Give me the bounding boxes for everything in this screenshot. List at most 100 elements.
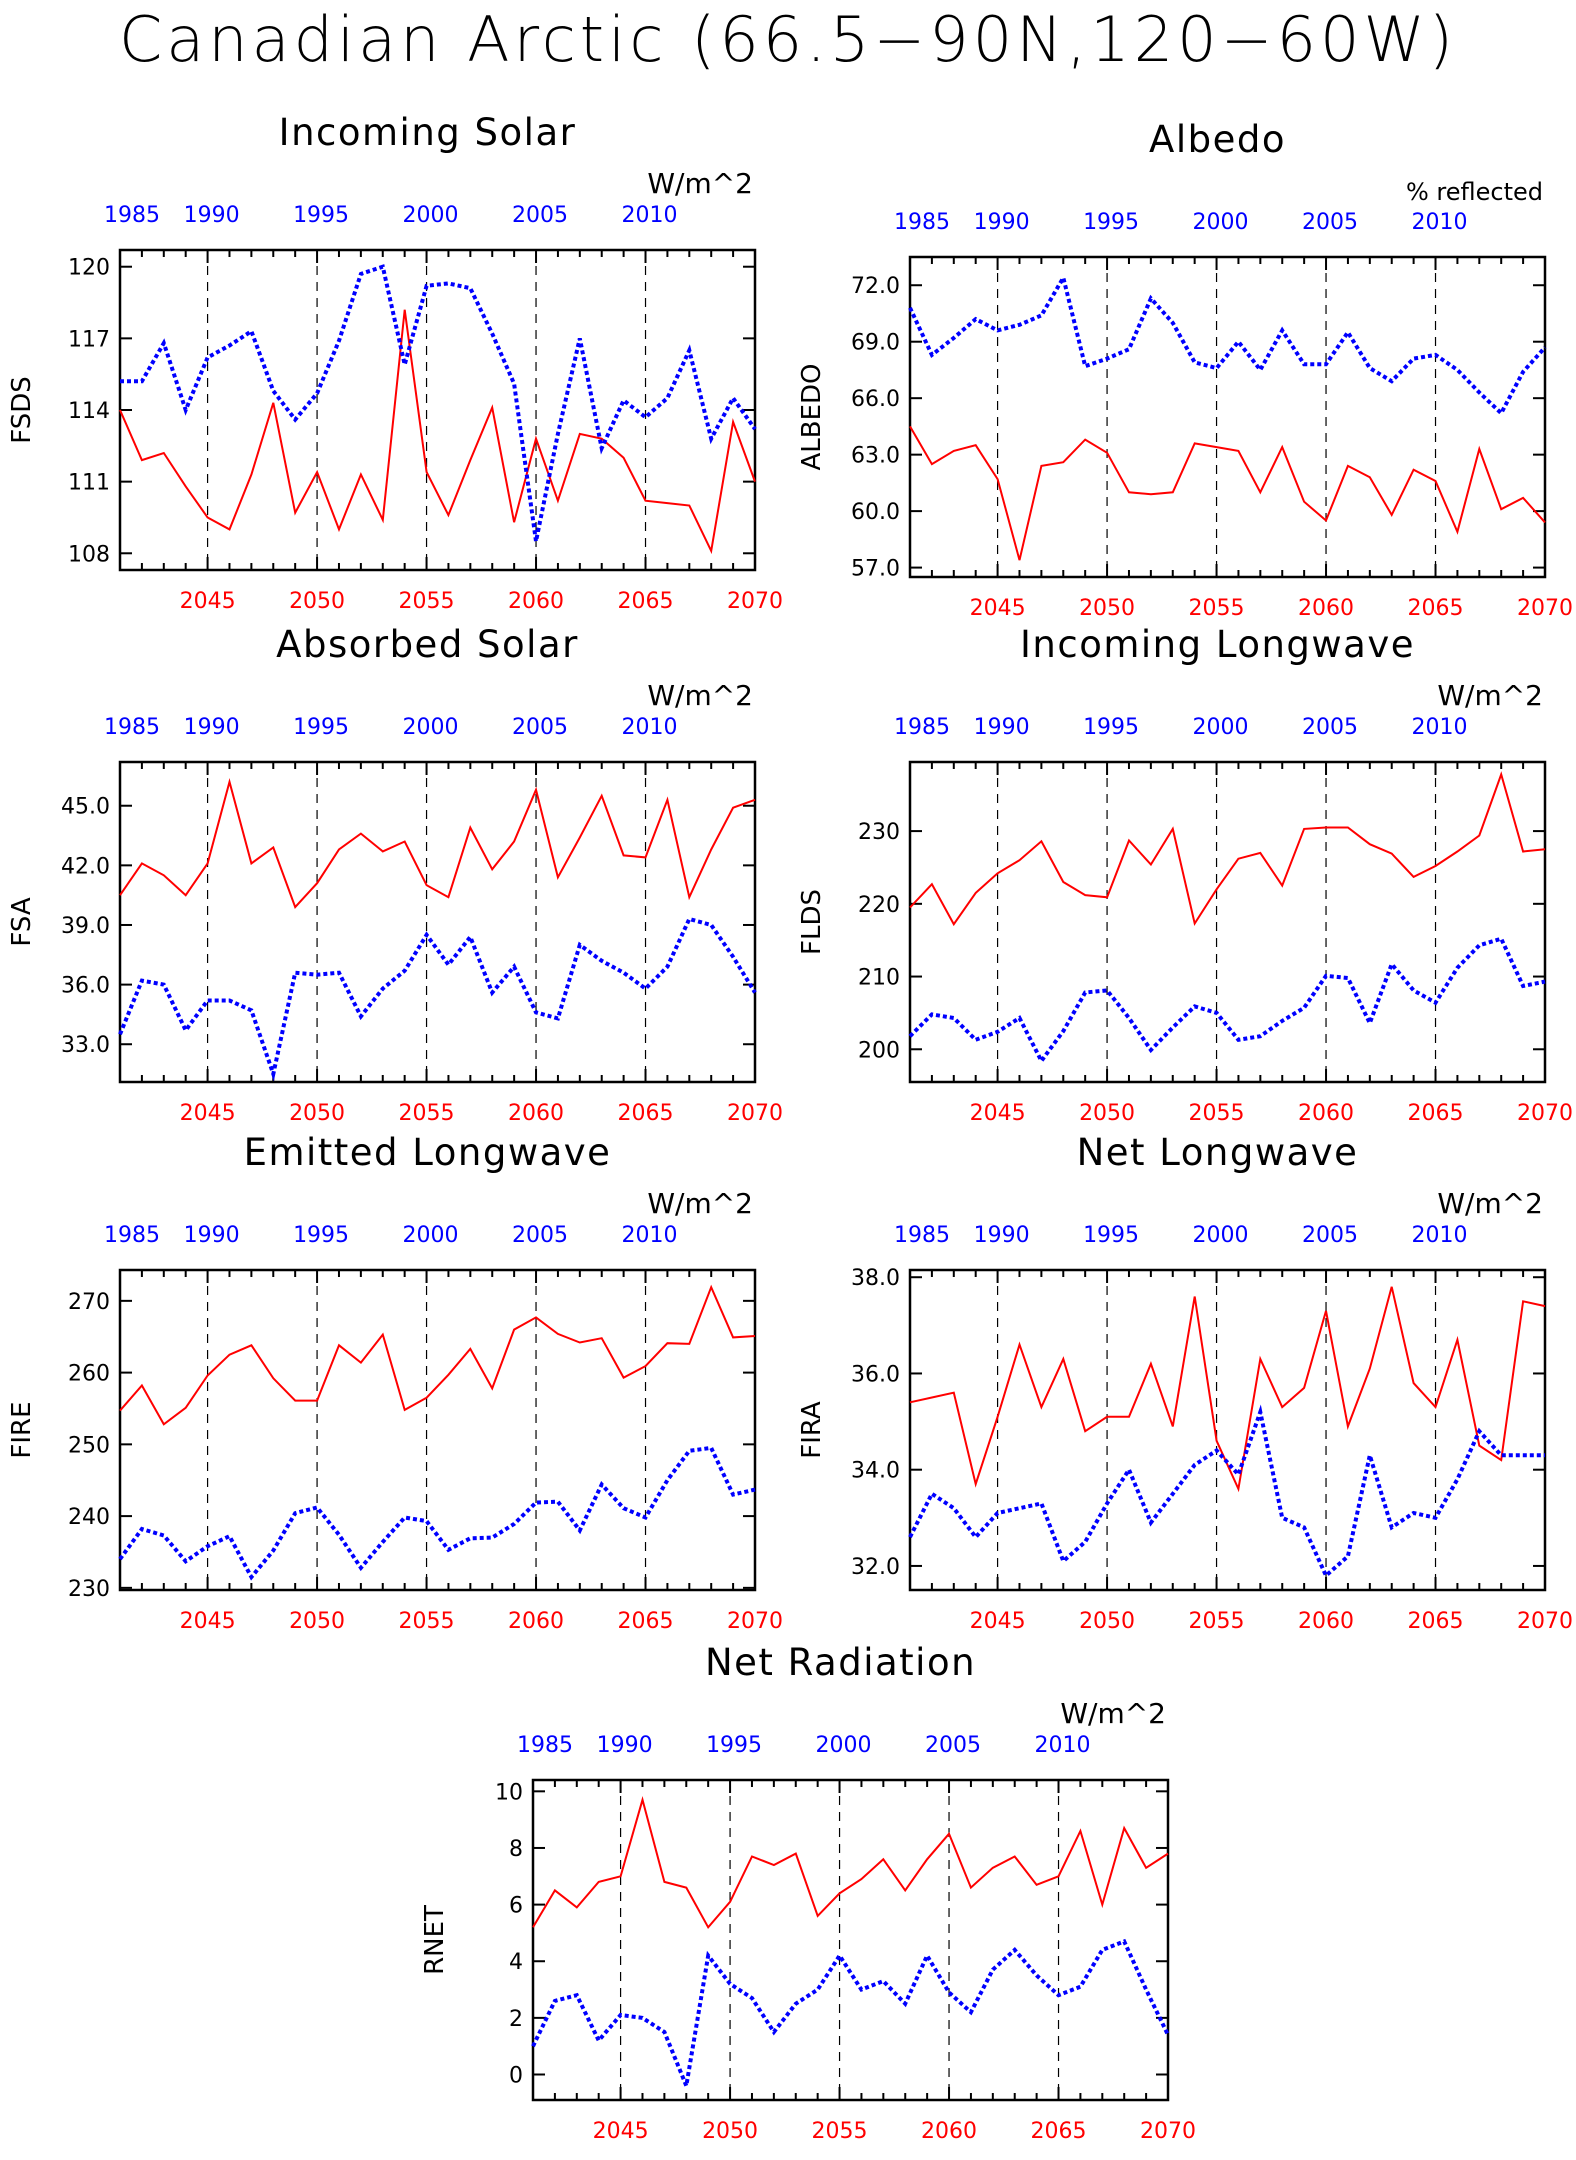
series-line-historical (120, 264, 757, 542)
y-tick-label: 250 (68, 1433, 110, 1458)
y-tick-label: 36.0 (61, 974, 110, 999)
plot-frame (118, 760, 757, 1084)
x-tick-label-bottom: 2065 (1408, 1101, 1464, 1126)
y-tick-label: 230 (858, 820, 900, 845)
net-longwave-chart: Net Longwave W/m^2 FIRA 2045 2050 2055 2060 206… (797, 1131, 1573, 1634)
x-tick-label-top: 2000 (1193, 715, 1249, 740)
x-tick-label-top: 1990 (597, 1733, 653, 1758)
chart-title: Incoming Solar (279, 111, 577, 154)
y-tick-label: 39.0 (61, 914, 110, 939)
plot-frame (531, 1778, 1170, 2102)
y-axis-label: FSDS (7, 376, 37, 444)
units-label: W/m^2 (647, 1187, 753, 1220)
y-tick-label: 45.0 (61, 795, 110, 820)
x-tick-label-bottom: 2070 (1517, 596, 1573, 621)
emitted-longwave-chart: Emitted Longwave W/m^2 FIRE 2045 2050 2055 206… (7, 1131, 783, 1634)
y-tick-label: 60.0 (851, 500, 900, 525)
x-tick-label-bottom: 2060 (921, 2119, 977, 2144)
plot-frame (908, 760, 1547, 1084)
x-tick-label-bottom: 2045 (593, 2119, 649, 2144)
y-tick-label: 230 (68, 1577, 110, 1602)
units-label: W/m^2 (1060, 1697, 1166, 1730)
x-tick-label-bottom: 2050 (1079, 1101, 1135, 1126)
series-line-future (909, 771, 1546, 927)
chart-title: Net Longwave (1077, 1131, 1359, 1174)
x-tick-label-top: 1995 (706, 1733, 762, 1758)
series-line-historical (908, 272, 1547, 417)
y-tick-label: 6 (509, 1894, 523, 1919)
x-tick-label-bottom: 2045 (180, 1101, 236, 1126)
y-tick-label: 270 (68, 1290, 110, 1315)
x-tick-label-bottom: 2055 (399, 1609, 455, 1634)
x-tick-label-top: 2010 (1035, 1733, 1091, 1758)
series-line-future (909, 1286, 1546, 1493)
x-tick-label-top: 2010 (1412, 715, 1468, 740)
x-tick-label-bottom: 2050 (289, 589, 345, 614)
incoming-longwave-chart: Incoming Longwave W/m^2 FLDS 2045 2050 2055 20… (797, 623, 1573, 1126)
panel-albedo: Albedo % reflected ALBEDO 2045 2050 2055 2060 2… (790, 112, 1573, 621)
x-tick-label-top: 2000 (403, 203, 459, 228)
x-tick-label-bottom: 2065 (1408, 1609, 1464, 1634)
y-tick-label: 240 (68, 1505, 110, 1530)
x-tick-label-top: 1990 (974, 715, 1030, 740)
series-line-historical (908, 1404, 1545, 1579)
x-tick-label-bottom: 2045 (180, 1609, 236, 1634)
x-tick-label-bottom: 2045 (180, 589, 236, 614)
y-tick-label: 57.0 (851, 557, 900, 582)
x-tick-label-bottom: 2060 (1298, 596, 1354, 621)
y-axis-label: FSA (7, 897, 37, 946)
chart-title: Emitted Longwave (244, 1131, 612, 1174)
incoming-solar-chart: Incoming Solar W/m^2 FSDS 2045 2050 2055 2060 2… (7, 111, 783, 614)
x-tick-label-bottom: 2055 (1189, 1101, 1245, 1126)
x-tick-label-top: 1990 (974, 1223, 1030, 1248)
panel-emitted-longwave: Emitted Longwave W/m^2 FIRE 2045 2050 2055 206… (0, 1125, 783, 1634)
x-tick-label-bottom: 2050 (289, 1609, 345, 1634)
y-tick-label: 114 (68, 399, 110, 424)
x-tick-label-bottom: 2070 (727, 1609, 783, 1634)
x-tick-label-bottom: 2070 (1517, 1609, 1573, 1634)
series-line-historical (908, 936, 1546, 1065)
panel-incoming-longwave: Incoming Longwave W/m^2 FLDS 2045 2050 2055 20… (790, 617, 1573, 1126)
y-tick-label: 111 (68, 471, 110, 496)
chart-title: Incoming Longwave (1020, 623, 1415, 666)
series-line-historical (118, 1445, 756, 1581)
y-axis-label: FLDS (797, 889, 827, 955)
y-tick-label: 8 (509, 1837, 523, 1862)
x-tick-label-bottom: 2065 (618, 589, 674, 614)
x-tick-label-bottom: 2060 (1298, 1101, 1354, 1126)
x-tick-label-top: 2000 (403, 715, 459, 740)
x-tick-label-top: 1985 (104, 1223, 160, 1248)
x-tick-label-top: 1985 (894, 1223, 950, 1248)
x-tick-label-top: 1995 (1083, 210, 1139, 235)
x-tick-label-bottom: 2050 (702, 2119, 758, 2144)
series-line-future (119, 309, 756, 555)
y-tick-label: 63.0 (851, 444, 900, 469)
x-tick-label-bottom: 2070 (727, 1101, 783, 1126)
x-tick-label-top: 1985 (104, 203, 160, 228)
y-tick-label: 0 (509, 2064, 523, 2089)
panel-net-longwave: Net Longwave W/m^2 FIRA 2045 2050 2055 2060 206… (790, 1125, 1573, 1634)
x-tick-label-top: 2005 (512, 1223, 568, 1248)
units-label: W/m^2 (1437, 679, 1543, 712)
units-label: W/m^2 (1437, 1187, 1543, 1220)
y-tick-label: 32.0 (851, 1555, 900, 1580)
y-tick-label: 120 (68, 256, 110, 281)
x-tick-label-bottom: 2055 (812, 2119, 868, 2144)
plot-frame (118, 1268, 757, 1592)
x-tick-label-top: 2010 (1412, 210, 1468, 235)
y-tick-label: 4 (509, 1950, 523, 1975)
x-tick-label-top: 1985 (894, 715, 950, 740)
x-tick-label-bottom: 2065 (618, 1101, 674, 1126)
series-line-historical (531, 1938, 1170, 2094)
y-tick-label: 66.0 (851, 387, 900, 412)
y-tick-label: 210 (858, 966, 900, 991)
x-tick-label-bottom: 2055 (399, 1101, 455, 1126)
chart-title: Absorbed Solar (276, 623, 579, 666)
x-tick-label-bottom: 2050 (1079, 596, 1135, 621)
y-axis-label: ALBEDO (797, 363, 827, 470)
x-tick-label-bottom: 2070 (1517, 1101, 1573, 1126)
series-line-future (119, 778, 756, 909)
x-tick-label-bottom: 2060 (508, 1609, 564, 1634)
y-tick-label: 117 (68, 327, 110, 352)
